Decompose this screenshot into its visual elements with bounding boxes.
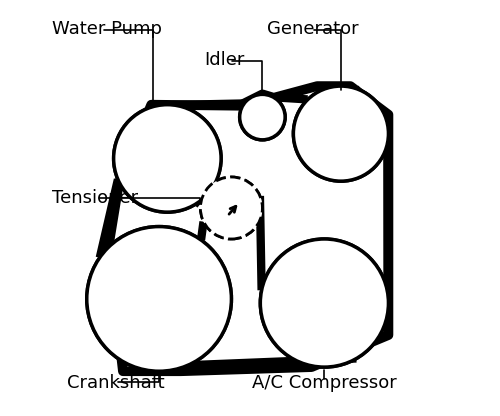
Circle shape bbox=[240, 94, 285, 140]
Circle shape bbox=[294, 86, 388, 181]
Circle shape bbox=[260, 239, 388, 367]
Text: A/C Compressor: A/C Compressor bbox=[252, 374, 397, 392]
Circle shape bbox=[114, 105, 221, 212]
Circle shape bbox=[200, 177, 262, 239]
Circle shape bbox=[240, 94, 285, 140]
Circle shape bbox=[260, 239, 388, 367]
Text: Water Pump: Water Pump bbox=[52, 20, 162, 38]
Circle shape bbox=[87, 227, 232, 371]
Text: Idler: Idler bbox=[204, 51, 245, 69]
Circle shape bbox=[294, 86, 388, 181]
Text: Crankshaft: Crankshaft bbox=[67, 374, 164, 392]
Circle shape bbox=[87, 227, 232, 371]
Text: Generator: Generator bbox=[266, 20, 358, 38]
Circle shape bbox=[114, 105, 221, 212]
Circle shape bbox=[200, 177, 262, 239]
Text: Tensioner: Tensioner bbox=[52, 189, 138, 207]
